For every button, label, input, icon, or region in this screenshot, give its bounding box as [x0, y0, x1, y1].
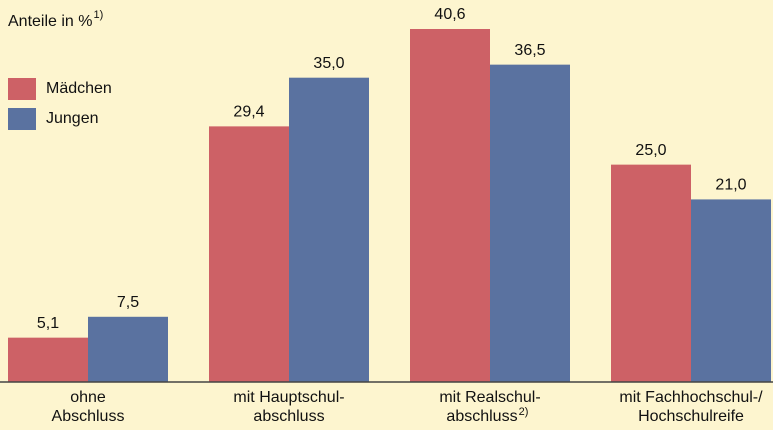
value-label: 40,6	[434, 6, 465, 23]
x-tick-label: mit Fachhochschul-/	[619, 389, 763, 406]
x-tick-label: mit Hauptschul-	[233, 389, 344, 406]
bar	[209, 126, 289, 383]
y-label-note: 1)	[94, 9, 104, 21]
category-note: 2)	[519, 406, 529, 418]
value-label: 25,0	[635, 142, 666, 159]
bar	[289, 77, 369, 383]
legend-label: Mädchen	[46, 80, 112, 97]
value-label: 21,0	[715, 177, 746, 194]
value-label: 35,0	[313, 55, 344, 72]
legend-swatch	[8, 78, 36, 100]
value-label: 29,4	[233, 104, 264, 121]
bar	[88, 316, 168, 382]
bar	[691, 199, 771, 382]
bar	[410, 29, 490, 382]
bar	[490, 64, 570, 383]
bar	[611, 164, 691, 382]
legend-swatch	[8, 108, 36, 130]
bar	[8, 337, 88, 382]
x-tick-label: ohne	[70, 389, 106, 406]
x-tick-label: Hochschulreife	[638, 408, 744, 425]
x-tick-label: abschluss	[446, 408, 517, 425]
value-label: 7,5	[117, 294, 139, 311]
value-label: 36,5	[514, 42, 545, 59]
x-tick-label: mit Realschul-	[439, 389, 540, 406]
legend-label: Jungen	[46, 110, 99, 127]
value-label: 5,1	[37, 315, 59, 332]
y-axis-label: Anteile in %	[8, 13, 93, 30]
x-tick-label: abschluss	[253, 408, 324, 425]
x-tick-label: Abschluss	[52, 408, 125, 425]
